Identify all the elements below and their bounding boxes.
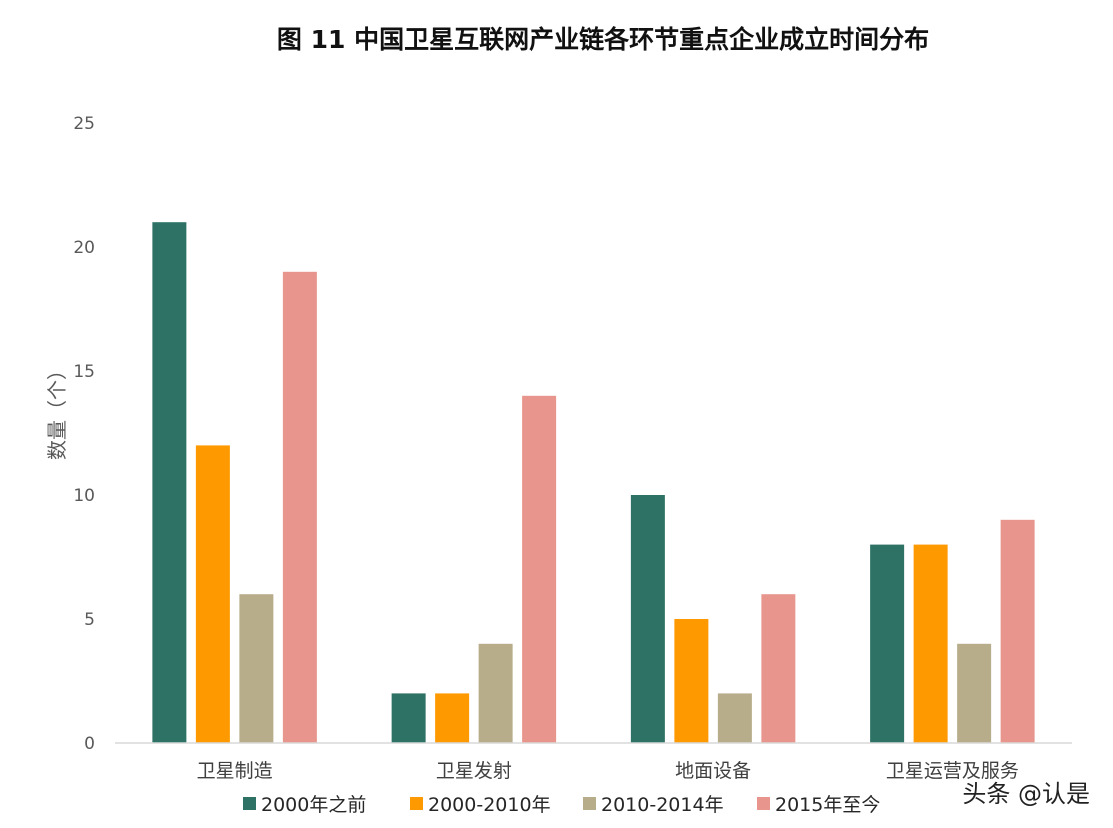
bar xyxy=(152,222,187,743)
bars xyxy=(152,222,1035,743)
bar xyxy=(522,395,557,743)
category-label: 卫星发射 xyxy=(436,760,512,782)
bar xyxy=(282,271,317,743)
watermark: 头条 @认是 xyxy=(962,780,1090,808)
bar xyxy=(674,619,709,743)
bar xyxy=(239,594,274,743)
bar xyxy=(1000,519,1035,743)
legend-label: 2000年之前 xyxy=(261,794,366,816)
y-tick-label: 5 xyxy=(84,610,95,630)
y-axis-label: 数量（个） xyxy=(45,360,69,460)
legend-swatch xyxy=(757,797,770,810)
y-tick-label: 15 xyxy=(73,362,95,382)
legend-swatch xyxy=(410,797,423,810)
category-label: 卫星运营及服务 xyxy=(886,760,1019,782)
legend-label: 2015年至今 xyxy=(775,794,880,816)
legend-swatch xyxy=(583,797,596,810)
legend-label: 2010-2014年 xyxy=(601,794,724,816)
bar xyxy=(391,693,426,743)
bar xyxy=(435,693,470,743)
legend: 2000年之前 2000-2010年 2010-2014年 2015年至今 xyxy=(243,794,880,816)
bar xyxy=(761,594,796,743)
bar xyxy=(478,643,513,743)
y-tick-label: 0 xyxy=(84,734,95,754)
y-tick-label: 10 xyxy=(73,486,95,506)
y-tick-label: 20 xyxy=(73,238,95,258)
bar xyxy=(630,495,665,743)
y-tick-label: 25 xyxy=(73,114,95,134)
legend-swatch xyxy=(243,797,256,810)
category-labels: 卫星制造 卫星发射 地面设备 卫星运营及服务 xyxy=(197,760,1019,782)
bar xyxy=(913,544,948,743)
bar xyxy=(717,693,752,743)
category-label: 卫星制造 xyxy=(197,760,273,782)
bar xyxy=(870,544,905,743)
bar xyxy=(195,445,230,743)
bar xyxy=(957,643,992,743)
chart-title: 图 11 中国卫星互联网产业链各环节重点企业成立时间分布 xyxy=(277,25,929,54)
category-label: 地面设备 xyxy=(675,760,751,782)
y-axis-ticks: 0 5 10 15 20 25 xyxy=(73,114,95,754)
legend-label: 2000-2010年 xyxy=(428,794,551,816)
